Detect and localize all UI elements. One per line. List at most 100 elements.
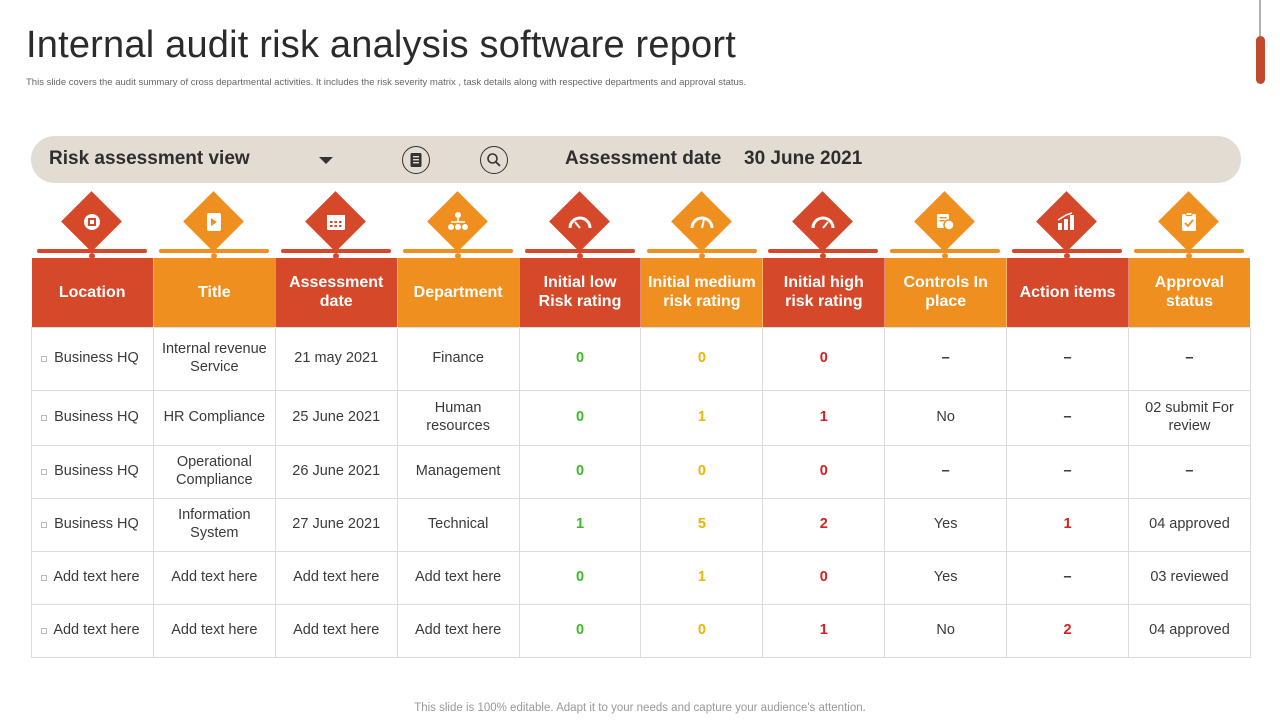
table-cell-location: Add text here — [31, 603, 154, 658]
bullet-icon — [41, 627, 47, 634]
gauge-medium-icon — [687, 207, 717, 237]
search-icon — [487, 153, 501, 167]
table-cell: Add text here — [274, 603, 398, 658]
table-cell: Internal revenue Service — [152, 326, 276, 391]
table-cell: 1 — [640, 389, 764, 446]
bullet-icon — [41, 468, 47, 475]
column-header: Department — [397, 258, 520, 327]
column-accent-bar — [280, 249, 391, 253]
view-selector-label[interactable]: Risk assessment view — [49, 148, 250, 169]
table-cell: 04 approved — [1128, 603, 1251, 658]
table-cell: Add text here — [152, 603, 276, 658]
approval-icon — [1174, 207, 1204, 237]
table-cell: 2 — [1006, 603, 1130, 658]
table-cell: 25 June 2021 — [274, 389, 398, 446]
chevron-down-icon[interactable] — [315, 149, 337, 171]
table-cell: – — [1006, 326, 1130, 391]
page-subtitle: This slide covers the audit summary of c… — [26, 77, 747, 88]
column-accent-bar — [1134, 249, 1245, 253]
cell-text: Business HQ — [54, 462, 139, 479]
column-icon-cell — [153, 191, 275, 259]
table-cell: – — [1128, 444, 1251, 499]
column-header: Controls In place — [884, 258, 1008, 327]
table-cell: – — [1006, 389, 1130, 446]
table-cell: 5 — [640, 497, 764, 552]
table-cell: – — [1006, 444, 1130, 499]
cell-text: Add text here — [53, 621, 140, 638]
table-cell: 03 reviewed — [1128, 550, 1251, 605]
gauge-high-icon — [808, 207, 838, 237]
footer-note: This slide is 100% editable. Adapt it to… — [414, 702, 866, 714]
document-button[interactable] — [402, 146, 430, 174]
table-cell: 1 — [762, 603, 886, 658]
column-icon-cell — [1128, 191, 1250, 259]
table-cell: Yes — [884, 497, 1008, 552]
column-accent-bar — [37, 249, 147, 253]
column-accent-dot — [210, 253, 217, 259]
column-accent-bar — [402, 249, 513, 253]
table-cell: 0 — [762, 550, 886, 605]
table-cell: Management — [396, 444, 520, 499]
column-accent-bar — [158, 249, 269, 253]
table-cell: Add text here — [396, 550, 520, 605]
table-cell: No — [884, 603, 1008, 658]
table-cell: 0 — [640, 444, 764, 499]
table-cell: Technical — [396, 497, 520, 552]
title-icon — [199, 207, 229, 237]
table-cell-location: Add text here — [31, 550, 154, 605]
table-cell: – — [1128, 326, 1251, 391]
table-cell: 0 — [518, 389, 642, 446]
bullet-icon — [41, 574, 47, 581]
column-header: Initial high risk rating — [762, 258, 886, 327]
table-cell: 21 may 2021 — [274, 326, 398, 391]
table-cell: 0 — [762, 326, 886, 391]
column-header: Location — [31, 258, 154, 327]
table-cell: 2 — [762, 497, 886, 552]
table-body: Business HQ Internal revenue Service 21 ma… — [31, 326, 1251, 658]
document-icon — [410, 153, 422, 167]
controls-icon — [930, 207, 960, 237]
bullet-icon — [41, 355, 47, 362]
gauge-low-icon — [565, 207, 595, 237]
table-row: Business HQ HR Compliance 25 June 2021 Huma… — [31, 389, 1251, 446]
column-accent-dot — [1186, 253, 1193, 259]
column-icon-cell — [31, 191, 153, 259]
department-icon — [443, 207, 473, 237]
search-button[interactable] — [480, 146, 508, 174]
column-accent-dot — [332, 253, 339, 259]
table-cell: 1 — [1006, 497, 1130, 552]
table-row: Business HQ Internal revenue Service 21 ma… — [31, 326, 1251, 391]
assessment-toolbar: Risk assessment view Assessment date 30 … — [31, 136, 1241, 183]
table-cell: Add text here — [274, 550, 398, 605]
table-cell-location: Business HQ — [31, 497, 154, 552]
column-icon-cell — [397, 191, 519, 259]
table-cell: Operational Compliance — [152, 444, 276, 499]
risk-table: Location Title Assessment date Department In… — [31, 258, 1251, 658]
column-accent-dot — [576, 253, 583, 259]
calendar-icon — [321, 207, 351, 237]
column-accent-bar — [1012, 249, 1123, 253]
column-accent-bar — [646, 249, 757, 253]
table-cell: – — [1006, 550, 1130, 605]
table-cell: – — [884, 444, 1008, 499]
column-accent-dot — [820, 253, 827, 259]
cell-text: Business HQ — [54, 408, 139, 425]
table-cell: 0 — [518, 550, 642, 605]
table-cell: 02 submit For review — [1128, 389, 1251, 446]
column-header: Assessment date — [275, 258, 398, 327]
table-cell: 0 — [518, 603, 642, 658]
table-cell: 0 — [518, 326, 642, 391]
table-cell: 0 — [518, 444, 642, 499]
table-cell: Yes — [884, 550, 1008, 605]
table-header-row: Location Title Assessment date Department In… — [31, 258, 1251, 327]
column-icon-cell — [641, 191, 763, 259]
column-icon-cell — [884, 191, 1006, 259]
table-cell-location: Business HQ — [31, 444, 154, 499]
table-cell: Human resources — [396, 389, 520, 446]
assessment-date-value: 30 June 2021 — [744, 148, 863, 169]
table-cell: 0 — [640, 326, 764, 391]
cell-text: Business HQ — [54, 515, 139, 532]
column-icon-cell — [1006, 191, 1128, 259]
decorative-pill — [1256, 36, 1265, 84]
bullet-icon — [41, 521, 47, 528]
